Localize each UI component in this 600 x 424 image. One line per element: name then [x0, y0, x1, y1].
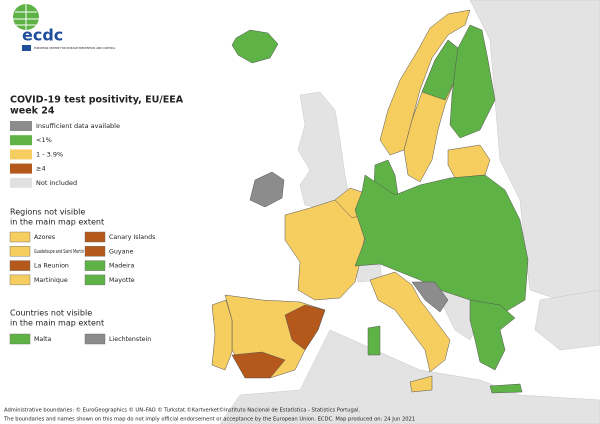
title: week 24 — [10, 106, 55, 117]
region-swatch — [84, 231, 106, 243]
background-land — [219, 0, 600, 424]
region-label: Guyane — [109, 248, 133, 255]
region-swatch — [9, 246, 31, 257]
logo-name: ecdc — [22, 26, 63, 45]
region-swatch — [9, 274, 31, 286]
region-label: Canary Islands — [109, 234, 155, 241]
region-label: Malta — [34, 336, 52, 343]
region-swatch — [84, 333, 106, 345]
countries-list: Malta Liechtenstein — [9, 333, 151, 345]
footer-text: Administrative boundaries: © EuroGeograp… — [4, 407, 360, 414]
legend-label: Not included — [36, 179, 77, 187]
region-label: La Reunion — [34, 263, 69, 270]
legend-swatch — [10, 121, 32, 131]
region-swatch — [9, 260, 31, 271]
legend-label: ≥4 — [36, 165, 46, 173]
legend-swatch — [10, 163, 32, 174]
legend-label: <1% — [36, 136, 52, 144]
legend-swatch — [10, 135, 32, 146]
region-swatch — [84, 246, 106, 257]
title: COVID-19 test positivity, EU/EEA — [10, 95, 184, 106]
section-heading: Countries not visible — [10, 309, 92, 318]
footer-text: The boundaries and names shown on this m… — [3, 417, 415, 423]
legend-label: Insufficient data available — [36, 122, 120, 130]
legend-label: 1 - 3.9% — [36, 150, 63, 158]
section-heading: Regions not visible — [10, 208, 85, 217]
legend-swatch — [10, 149, 32, 160]
region-swatch — [84, 260, 106, 271]
legend-swatch — [10, 177, 32, 188]
region-swatch — [9, 333, 31, 345]
logo: ecdc EUROPEAN CENTRE FOR DISEASE PREVENT… — [13, 4, 116, 51]
region-label: Martinique — [34, 277, 68, 284]
region-swatch — [84, 274, 106, 286]
logo-tagline: EUROPEAN CENTRE FOR DISEASE PREVENTION A… — [34, 46, 116, 50]
region-label: Azores — [34, 234, 55, 241]
region-label: Madeira — [109, 263, 135, 270]
regions-list: Azores Canary Islands Guadeloupe and Saint… — [9, 231, 155, 286]
section-heading: in the main map extent — [10, 218, 104, 227]
legend: Insufficient data available <1% 1 - 3.9% ≥4… — [10, 121, 120, 188]
section-heading: in the main map extent — [10, 319, 104, 328]
region-label: Guadeloupe and Saint Martin — [34, 249, 84, 255]
region-swatch — [9, 231, 31, 243]
country-shapes — [211, 9, 529, 394]
region-label: Liechtenstein — [109, 336, 151, 343]
region-label: Mayotte — [109, 277, 135, 284]
